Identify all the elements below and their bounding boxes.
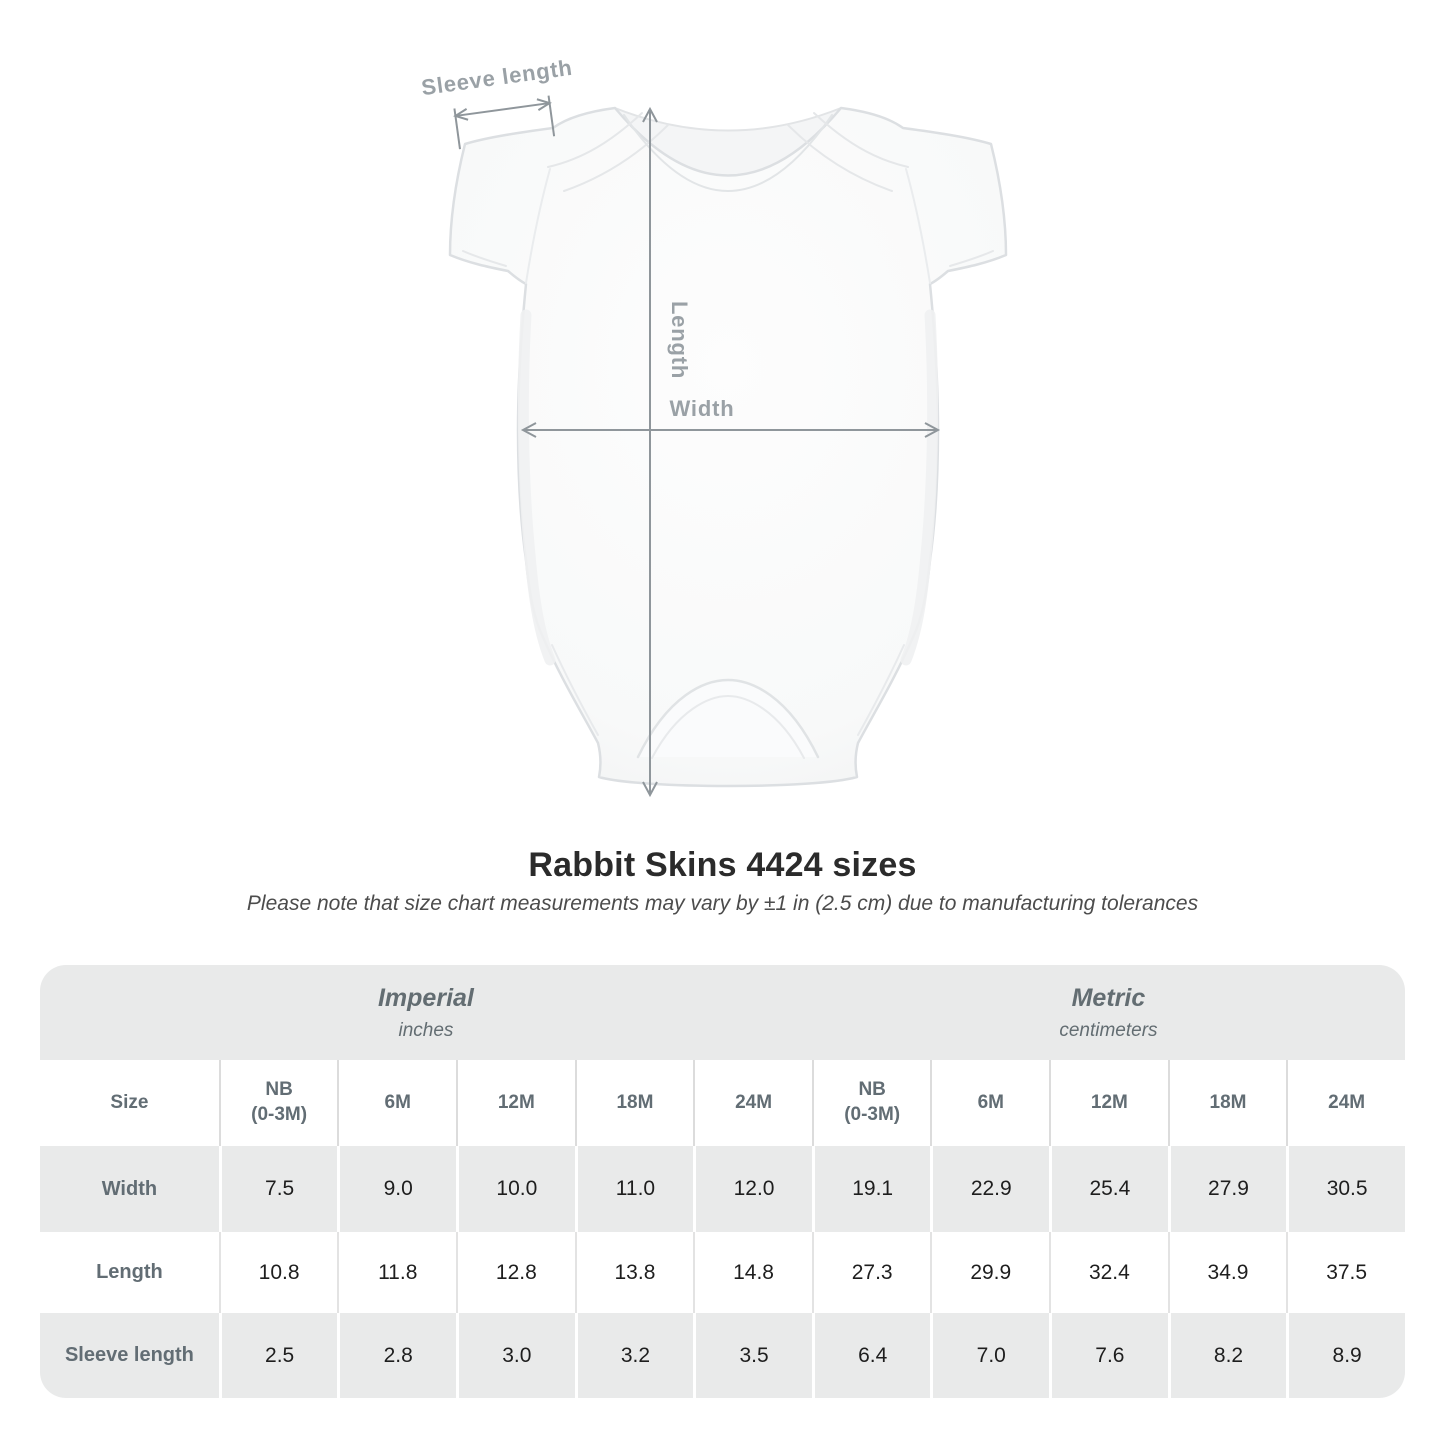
page-subtitle: Please note that size chart measurements… — [246, 892, 1199, 915]
sleeve-imperial-6m: 2.8 — [337, 1313, 457, 1398]
width-metric-24m: 30.5 — [1286, 1146, 1405, 1232]
size-column-header: Size — [40, 1060, 219, 1146]
length-imperial-nb: 10.8 — [218, 1232, 338, 1313]
leg-binding-left — [551, 644, 599, 736]
width-imperial-nb: 7.5 — [218, 1146, 338, 1232]
sleeve-length-label: Sleeve length — [420, 55, 574, 100]
col-header-metric-6m: 6M — [930, 1060, 1050, 1146]
length-metric-12m: 32.4 — [1049, 1232, 1168, 1313]
col-header-imperial-12m: 12M — [456, 1060, 575, 1146]
col-header-metric-18m: 18M — [1167, 1060, 1287, 1146]
sleeve-imperial-nb: 2.5 — [218, 1313, 338, 1398]
lap-shoulder-seam-right — [787, 112, 909, 192]
sleeve-imperial-18m: 3.2 — [574, 1313, 694, 1398]
body-shading-right — [900, 309, 939, 666]
width-metric-18m: 27.9 — [1167, 1146, 1287, 1232]
bodysuit-svg: Sleeve length Length Width — [420, 55, 1008, 798]
cuff-right — [949, 250, 994, 267]
length-metric-18m: 34.9 — [1167, 1232, 1287, 1313]
length-arrow — [642, 106, 658, 798]
length-metric-nb: 27.3 — [811, 1232, 931, 1313]
bodysuit-illustration — [448, 106, 1008, 788]
col-header-metric-nb: NB (0-3M) — [811, 1060, 931, 1146]
length-imperial-18m: 13.8 — [574, 1232, 694, 1313]
unit-group-header-row: Imperial inches Metric centimeters — [40, 965, 1405, 1060]
row-label-width: Width — [40, 1146, 219, 1232]
table-row-width: Width 7.5 9.0 10.0 11.0 12.0 19.1 22.9 2… — [40, 1146, 1405, 1232]
dimension-annotations — [453, 95, 941, 798]
cuff-left — [462, 250, 507, 267]
col-header-imperial-18m: 18M — [574, 1060, 694, 1146]
table-row-sleeve-length: Sleeve length 2.5 2.8 3.0 3.2 3.5 6.4 7.… — [40, 1313, 1405, 1398]
length-metric-6m: 29.9 — [930, 1232, 1050, 1313]
column-header-row: Size NB (0-3M) 6M 12M 18M 24M NB (0-3M) … — [40, 1060, 1405, 1146]
sleeve-metric-12m: 7.6 — [1049, 1313, 1168, 1398]
width-imperial-18m: 11.0 — [574, 1146, 694, 1232]
sleeve-imperial-12m: 3.0 — [456, 1313, 575, 1398]
sleeve-metric-24m: 8.9 — [1286, 1313, 1405, 1398]
width-imperial-24m: 12.0 — [693, 1146, 812, 1232]
col-header-imperial-24m: 24M — [693, 1060, 812, 1146]
row-label-sleeve-length: Sleeve length — [40, 1313, 219, 1398]
table-row-length: Length 10.8 11.8 12.8 13.8 14.8 27.3 29.… — [40, 1232, 1405, 1313]
metric-unit: centimeters — [1059, 1019, 1158, 1041]
sleeve-length-arrow — [453, 95, 556, 150]
width-metric-nb: 19.1 — [811, 1146, 931, 1232]
metric-group-header: Metric centimeters — [811, 965, 1405, 1060]
col-header-metric-24m: 24M — [1286, 1060, 1405, 1146]
leg-binding-right — [857, 644, 905, 736]
imperial-unit: inches — [398, 1019, 454, 1041]
sleeve-metric-nb: 6.4 — [811, 1313, 931, 1398]
size-table: Imperial inches Metric centimeters Size … — [40, 965, 1405, 1398]
bodysuit-outline — [448, 106, 1008, 788]
garment-diagram: Sleeve length Length Width — [380, 55, 1060, 825]
sleeve-imperial-24m: 3.5 — [693, 1313, 812, 1398]
page-title: Rabbit Skins 4424 sizes — [528, 846, 917, 884]
body-shading-left — [517, 309, 556, 666]
col-header-imperial-nb: NB (0-3M) — [218, 1060, 338, 1146]
length-imperial-6m: 11.8 — [337, 1232, 457, 1313]
metric-label: Metric — [1071, 983, 1146, 1012]
armhole-seam-left — [525, 168, 551, 284]
row-label-length: Length — [40, 1232, 219, 1313]
width-arrow — [520, 422, 941, 438]
width-metric-12m: 25.4 — [1049, 1146, 1168, 1232]
col-header-imperial-6m: 6M — [337, 1060, 457, 1146]
imperial-group-header: Imperial inches — [40, 965, 812, 1060]
length-imperial-12m: 12.8 — [456, 1232, 575, 1313]
lap-shoulder-seam-left — [547, 112, 669, 192]
width-label: Width — [670, 396, 735, 421]
col-header-metric-12m: 12M — [1049, 1060, 1168, 1146]
width-metric-6m: 22.9 — [930, 1146, 1050, 1232]
length-imperial-24m: 14.8 — [693, 1232, 812, 1313]
sleeve-metric-18m: 8.2 — [1167, 1313, 1287, 1398]
width-imperial-12m: 10.0 — [456, 1146, 575, 1232]
sleeve-metric-6m: 7.0 — [930, 1313, 1050, 1398]
crotch-flap — [636, 678, 820, 759]
length-metric-24m: 37.5 — [1286, 1232, 1405, 1313]
width-imperial-6m: 9.0 — [337, 1146, 457, 1232]
length-label: Length — [667, 301, 692, 379]
size-table-grid: Imperial inches Metric centimeters Size … — [40, 965, 1405, 1398]
imperial-label: Imperial — [377, 983, 474, 1012]
crotch-flap-binding — [651, 695, 805, 759]
armhole-seam-right — [905, 168, 931, 284]
